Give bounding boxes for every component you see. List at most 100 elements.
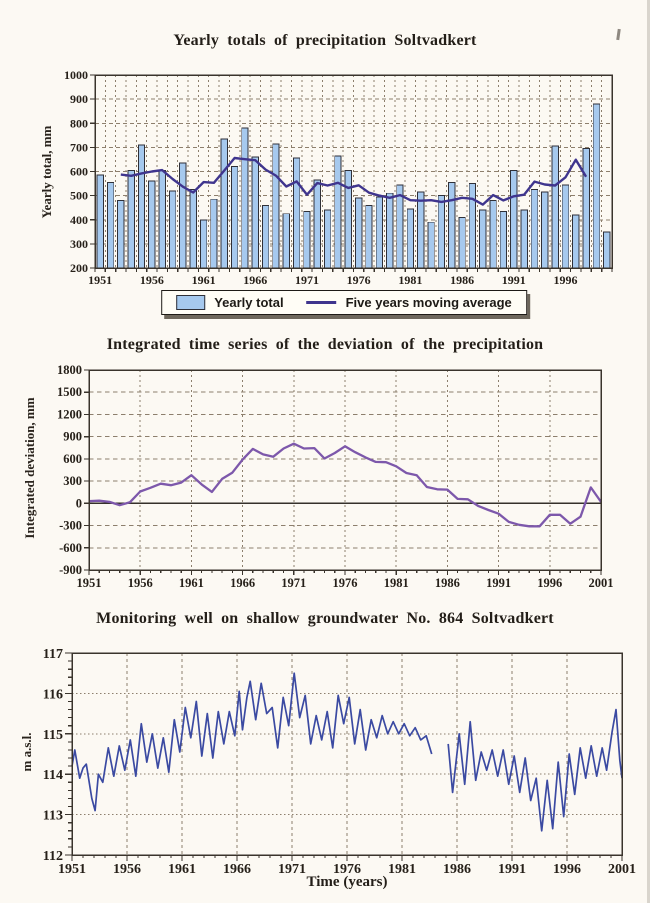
- tick-label: -600: [59, 541, 82, 555]
- tick-label: 400: [70, 213, 88, 227]
- bar: [313, 179, 321, 269]
- bar: [272, 143, 280, 269]
- tick-label: 2001: [608, 862, 636, 877]
- tick-label: 1961: [179, 576, 204, 590]
- tick-label: 117: [43, 647, 63, 662]
- tick-label: 1996: [537, 576, 562, 590]
- moving-average-label: Five years moving average: [345, 295, 512, 310]
- groundwater-chart: 112 113 114 115 116 117 1951 1956 1961 1966 1971 19…: [43, 647, 636, 877]
- tick-label: 1996: [553, 862, 581, 877]
- tick-label: 1966: [223, 862, 251, 877]
- tick-label: 1991: [486, 576, 511, 590]
- precipitation-chart-title: Yearly totals of precipitation Soltvadke…: [173, 32, 477, 49]
- bar: [603, 231, 611, 269]
- tick-label: 1991: [498, 862, 526, 877]
- bar: [520, 209, 528, 269]
- tick-label: 1971: [295, 273, 319, 287]
- bar: [137, 144, 146, 269]
- tick-label: 1961: [192, 273, 216, 287]
- bar: [406, 208, 415, 269]
- bar: [344, 169, 352, 269]
- bar: [489, 199, 497, 269]
- tick-label: 116: [43, 687, 63, 702]
- yearly-total-swatch: [176, 295, 206, 310]
- tick-label: 1500: [57, 385, 82, 399]
- deviation-chart-title: Integrated time series of the deviation …: [106, 336, 544, 353]
- tick-label: 1981: [398, 273, 422, 287]
- tick-label: 500: [70, 189, 88, 203]
- bar: [323, 209, 332, 269]
- tick-label: 1966: [230, 576, 255, 590]
- tick-label: 113: [43, 809, 63, 824]
- bar: [458, 216, 466, 269]
- bar: [189, 189, 197, 269]
- tick-label: 1951: [77, 576, 102, 590]
- bar: [592, 103, 601, 269]
- tick-label: 900: [70, 92, 88, 106]
- tick-label: 1956: [128, 576, 153, 590]
- bar: [427, 221, 435, 269]
- deviation-line: [88, 442, 602, 528]
- bar: [241, 127, 249, 269]
- bar: [582, 148, 590, 269]
- tick-label: 1971: [281, 576, 306, 590]
- tick-label: -300: [59, 519, 82, 533]
- tick-label: 1976: [333, 576, 358, 590]
- tick-label: 1961: [168, 862, 196, 877]
- bar: [292, 157, 301, 269]
- bar: [530, 189, 539, 269]
- tick-label: 1981: [384, 576, 409, 590]
- moving-average-line-swatch: [306, 301, 337, 304]
- bar: [179, 162, 187, 269]
- bar: [251, 156, 259, 269]
- tick-label: 200: [70, 261, 88, 275]
- tick-label: 700: [70, 140, 88, 154]
- tick-label: 1996: [553, 273, 577, 287]
- tick-label: 600: [70, 165, 88, 179]
- bar: [148, 180, 156, 269]
- tick-label: 1986: [435, 576, 460, 590]
- scan-artifact-right-edge: [647, 0, 650, 903]
- yearly-total-label: Yearly total: [214, 295, 284, 310]
- bar: [561, 184, 570, 269]
- tick-label: 1800: [57, 363, 82, 377]
- groundwater-chart-title: Monitoring well on shallow groundwater N…: [96, 610, 554, 627]
- tick-label: -900: [59, 563, 82, 577]
- tick-label: 1951: [88, 273, 112, 287]
- bar: [282, 213, 290, 269]
- bar: [261, 204, 270, 269]
- bar: [127, 169, 135, 269]
- bar: [448, 181, 456, 269]
- tick-label: 800: [70, 116, 88, 130]
- bar: [510, 169, 518, 269]
- bar: [210, 198, 218, 269]
- deviation-chart: -900 -600 -300 0 300 600 900 1200 1500 1800 1951 19…: [57, 363, 614, 590]
- tick-label: 115: [43, 728, 63, 743]
- tick-label: 1981: [388, 862, 416, 877]
- tick-label: 112: [43, 849, 63, 864]
- tick-label: 1986: [443, 862, 471, 877]
- tick-label: 1956: [113, 862, 141, 877]
- tick-label: 1200: [57, 407, 82, 421]
- bar: [417, 191, 425, 269]
- bar: [355, 197, 363, 269]
- tick-label: 1976: [347, 273, 371, 287]
- bar: [96, 174, 104, 269]
- bar: [158, 169, 166, 269]
- bar: [468, 183, 477, 269]
- bar: [572, 214, 580, 269]
- groundwater-x-axis-label: Time (years): [306, 874, 388, 890]
- bar: [220, 138, 228, 269]
- bar: [303, 210, 311, 269]
- bar: [551, 145, 559, 269]
- bar: [230, 166, 239, 269]
- bar: [365, 204, 373, 269]
- groundwater-line: [447, 708, 623, 832]
- tick-label: 300: [63, 474, 82, 488]
- moving-average-line: [120, 156, 588, 206]
- bar: [541, 191, 549, 269]
- tick-label: 600: [63, 452, 82, 466]
- tick-label: 0: [76, 496, 82, 510]
- bar: [375, 196, 384, 269]
